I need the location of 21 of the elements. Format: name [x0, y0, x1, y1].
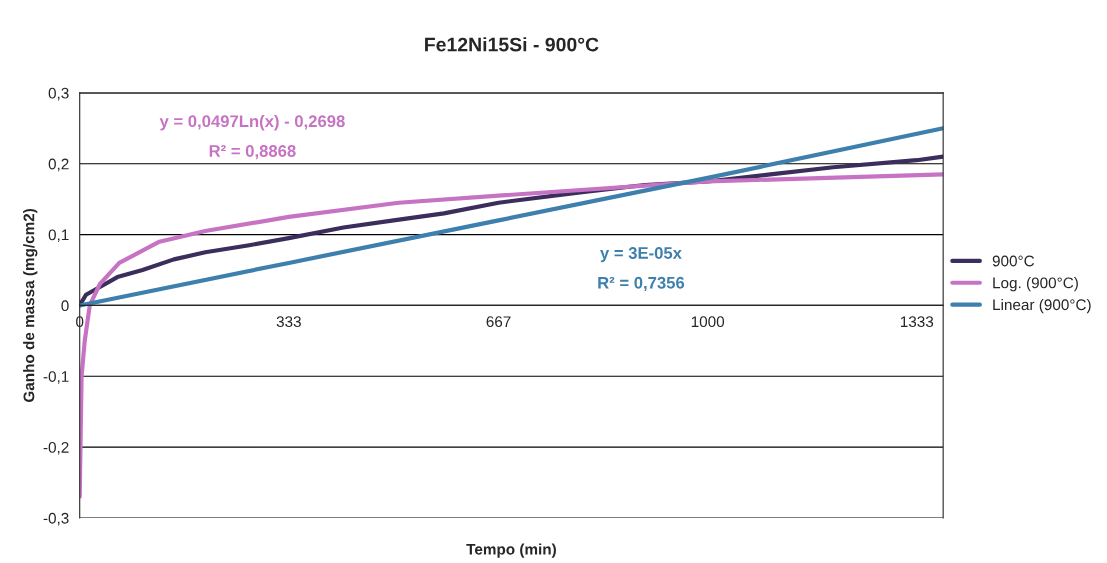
y-tick-label: 0 [61, 300, 69, 312]
y-tick-label: 0,3 [48, 87, 69, 101]
x-tick-label: 1000 [691, 316, 725, 328]
y-axis-title: Ganho de massa (mg/cm2) [23, 208, 38, 403]
legend-label: 900°C [992, 255, 1035, 267]
y-tick-label: 0,2 [48, 158, 69, 172]
chart-title: Fe12Ni15Si - 900°C [425, 37, 599, 52]
x-axis-title: Tempo (min) [466, 543, 556, 558]
x-tick-label: 667 [486, 316, 511, 328]
y-tick-label: 0,1 [48, 229, 69, 243]
annotation: R² = 0,8868 [209, 145, 296, 160]
y-tick-label: -0,3 [43, 512, 69, 526]
annotation: y = 3E-05x [600, 247, 682, 263]
x-tick-label: 333 [276, 316, 301, 328]
annotation: R² = 0,7356 [598, 276, 685, 292]
x-tick-label: 1333 [900, 316, 934, 328]
legend-label: Linear (900°C) [993, 298, 1091, 314]
y-tick-label: -0,2 [43, 441, 69, 455]
legend-label: Log. (900°C) [993, 277, 1078, 292]
annotation: y = 0,0497Ln(x) - 0,2698 [159, 114, 345, 131]
y-tick-label: -0,1 [43, 371, 69, 384]
